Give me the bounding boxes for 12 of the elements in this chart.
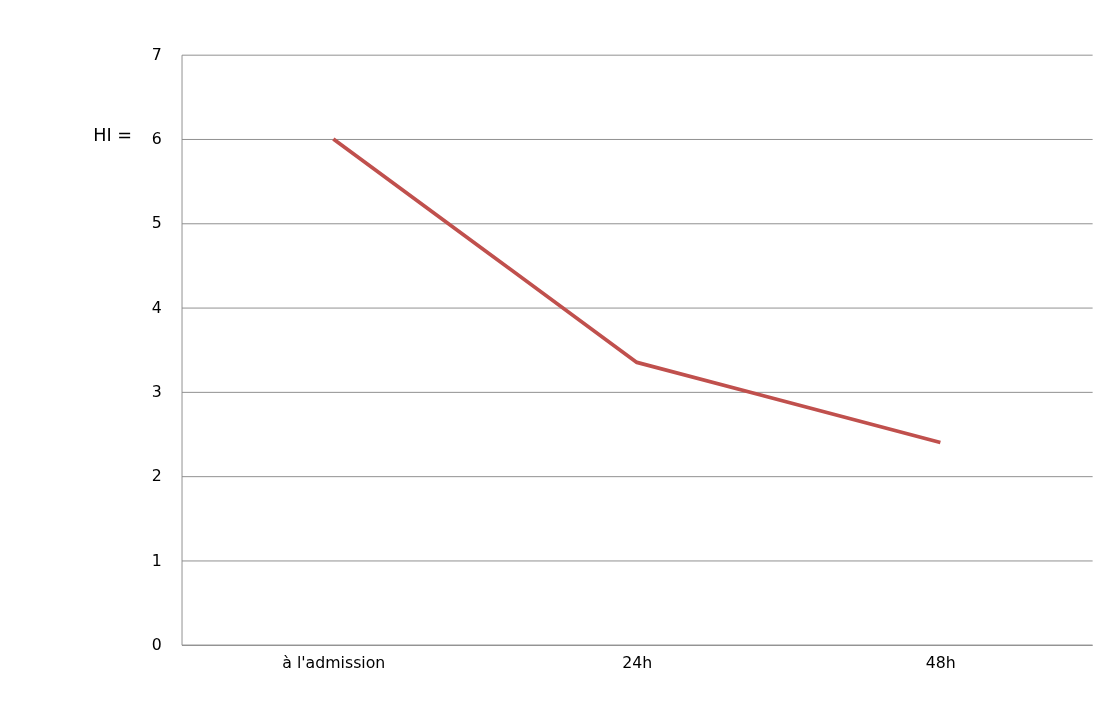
y-tick-label: 7 xyxy=(151,44,162,64)
y-tick-label: 6 xyxy=(151,129,162,149)
y-tick-label: 2 xyxy=(151,466,162,486)
y-tick-label: 1 xyxy=(151,550,162,570)
x-tick-label: 48h xyxy=(925,653,956,673)
x-tick-label: 24h xyxy=(622,653,653,673)
x-tick-label: à l'admission xyxy=(282,653,386,673)
y-tick-label: 3 xyxy=(151,382,162,401)
y-axis-title: HI = xyxy=(93,125,132,146)
y-tick-label: 5 xyxy=(151,213,162,233)
y-tick-label: 0 xyxy=(151,634,162,654)
y-tick-label: 4 xyxy=(151,297,162,317)
